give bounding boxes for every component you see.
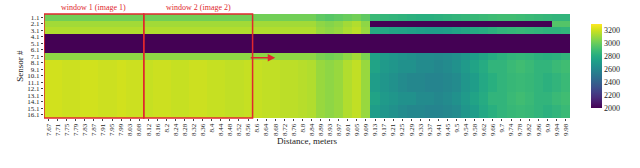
svg-text:8.8: 8.8 xyxy=(299,123,307,132)
svg-text:9.5: 9.5 xyxy=(453,123,461,132)
svg-text:2000: 2000 xyxy=(604,104,620,113)
svg-text:9.62: 9.62 xyxy=(480,123,488,136)
svg-text:8.2: 8.2 xyxy=(163,123,171,132)
svg-text:Sensor #: Sensor # xyxy=(15,50,25,82)
svg-text:8.44: 8.44 xyxy=(217,123,225,136)
svg-text:2600: 2600 xyxy=(604,65,620,74)
svg-text:6.1: 6.1 xyxy=(31,46,40,54)
svg-text:7.79: 7.79 xyxy=(72,123,80,136)
svg-text:7.67: 7.67 xyxy=(45,123,53,136)
svg-text:8.16: 8.16 xyxy=(154,123,162,136)
svg-text:8.76: 8.76 xyxy=(290,123,298,136)
svg-text:8.36: 8.36 xyxy=(199,123,207,136)
svg-text:10.1: 10.1 xyxy=(27,72,40,80)
svg-text:9.09: 9.09 xyxy=(362,123,370,136)
svg-text:8.64: 8.64 xyxy=(262,123,270,136)
svg-text:3000: 3000 xyxy=(604,39,620,48)
svg-text:1.1: 1.1 xyxy=(31,14,40,22)
svg-text:9.1: 9.1 xyxy=(31,66,40,74)
svg-text:7.83: 7.83 xyxy=(81,123,89,136)
svg-text:window 1 (image 1): window 1 (image 1) xyxy=(61,3,126,12)
svg-text:8.32: 8.32 xyxy=(190,123,198,136)
svg-text:window 2 (image 2): window 2 (image 2) xyxy=(166,3,231,12)
svg-text:8.4: 8.4 xyxy=(208,123,216,132)
svg-text:8.89: 8.89 xyxy=(317,123,325,136)
svg-text:8.24: 8.24 xyxy=(172,123,180,136)
svg-text:9.21: 9.21 xyxy=(389,123,397,136)
svg-text:9.54: 9.54 xyxy=(462,123,470,136)
svg-text:7.91: 7.91 xyxy=(99,123,107,136)
svg-text:9.58: 9.58 xyxy=(471,123,479,136)
svg-text:9.66: 9.66 xyxy=(489,123,497,136)
svg-text:3200: 3200 xyxy=(604,26,620,35)
svg-text:8.48: 8.48 xyxy=(226,123,234,136)
svg-text:12.1: 12.1 xyxy=(27,85,40,93)
svg-text:9.7: 9.7 xyxy=(498,123,506,132)
svg-text:9.94: 9.94 xyxy=(553,123,561,136)
svg-text:2.1: 2.1 xyxy=(31,20,40,28)
svg-text:9.74: 9.74 xyxy=(507,123,515,136)
svg-text:9.13: 9.13 xyxy=(371,123,379,136)
svg-text:8.56: 8.56 xyxy=(244,123,252,136)
svg-text:2200: 2200 xyxy=(604,91,620,100)
svg-text:4.1: 4.1 xyxy=(31,33,40,41)
svg-text:Distance, meters: Distance, meters xyxy=(277,136,337,146)
svg-text:9.86: 9.86 xyxy=(535,123,543,136)
svg-text:11.1: 11.1 xyxy=(28,79,40,87)
svg-text:5.1: 5.1 xyxy=(31,40,40,48)
svg-text:14.1: 14.1 xyxy=(27,98,40,106)
svg-text:7.99: 7.99 xyxy=(117,123,125,136)
svg-text:7.71: 7.71 xyxy=(54,123,62,136)
svg-text:9.78: 9.78 xyxy=(516,123,524,136)
svg-text:8.68: 8.68 xyxy=(272,123,280,136)
svg-text:9.98: 9.98 xyxy=(562,123,570,136)
svg-text:7.95: 7.95 xyxy=(108,123,116,136)
svg-text:9.01: 9.01 xyxy=(344,123,352,136)
svg-text:9.25: 9.25 xyxy=(398,123,406,136)
svg-text:8.52: 8.52 xyxy=(235,123,243,136)
svg-text:2800: 2800 xyxy=(604,52,620,61)
svg-text:9.17: 9.17 xyxy=(380,123,388,136)
svg-text:9.45: 9.45 xyxy=(444,123,452,136)
svg-text:8.72: 8.72 xyxy=(281,123,289,136)
svg-text:9.82: 9.82 xyxy=(525,123,533,136)
svg-text:8.03: 8.03 xyxy=(126,123,134,136)
svg-text:3.1: 3.1 xyxy=(31,27,40,35)
svg-text:8.97: 8.97 xyxy=(335,123,343,136)
svg-text:9.05: 9.05 xyxy=(353,123,361,136)
svg-text:8.93: 8.93 xyxy=(326,123,334,136)
svg-text:2400: 2400 xyxy=(604,78,620,87)
svg-text:9.41: 9.41 xyxy=(435,123,443,136)
svg-text:16.1: 16.1 xyxy=(27,111,40,119)
svg-text:9.29: 9.29 xyxy=(408,123,416,136)
svg-text:7.1: 7.1 xyxy=(31,53,40,61)
svg-text:8.6: 8.6 xyxy=(253,123,261,132)
svg-text:8.12: 8.12 xyxy=(145,123,153,136)
svg-text:8.1: 8.1 xyxy=(31,59,40,67)
svg-text:9.33: 9.33 xyxy=(417,123,425,136)
svg-text:15.1: 15.1 xyxy=(27,105,40,113)
svg-text:7.75: 7.75 xyxy=(63,123,71,136)
svg-text:8.08: 8.08 xyxy=(135,123,143,136)
svg-text:7.87: 7.87 xyxy=(90,123,98,136)
svg-text:9.37: 9.37 xyxy=(426,123,434,136)
svg-text:9.9: 9.9 xyxy=(544,123,552,132)
svg-text:8.28: 8.28 xyxy=(181,123,189,136)
svg-text:13.1: 13.1 xyxy=(27,92,40,100)
svg-text:8.84: 8.84 xyxy=(308,123,316,136)
